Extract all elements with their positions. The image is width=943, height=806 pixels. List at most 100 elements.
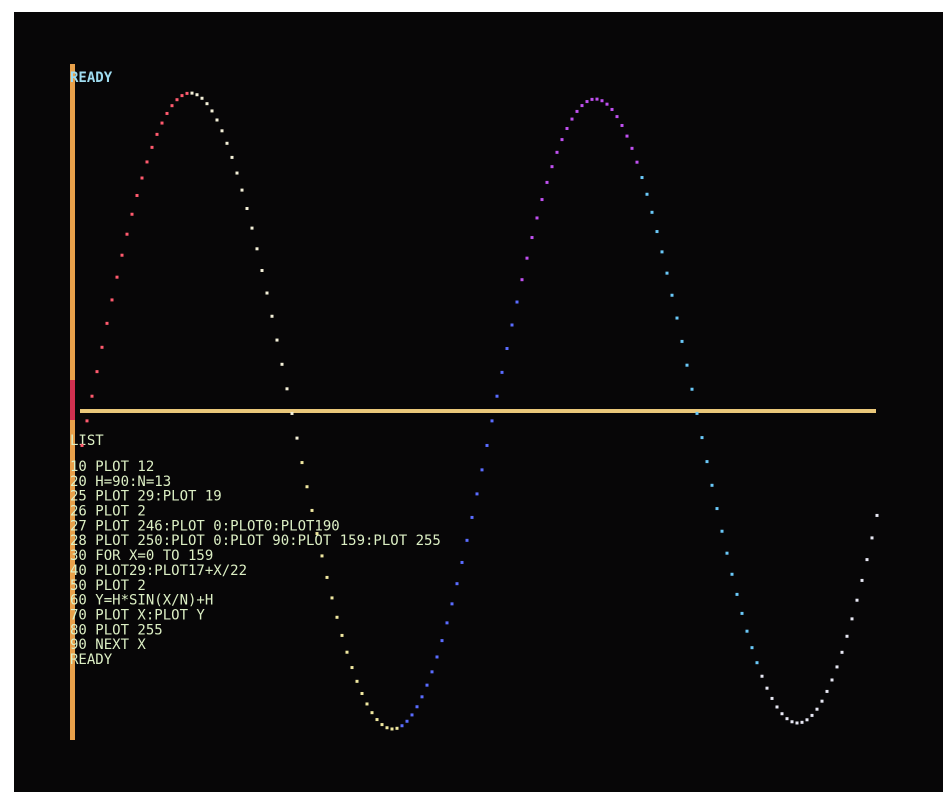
wave-dot (665, 271, 669, 275)
wave-dot (460, 560, 464, 564)
program-line: 30 FOR X=0 TO 159 (70, 548, 213, 564)
wave-dot (785, 717, 789, 721)
wave-dot (125, 232, 129, 236)
wave-dot (735, 592, 739, 596)
wave-dot (150, 145, 154, 149)
wave-dot (850, 617, 854, 621)
program-line: 25 PLOT 29:PLOT 19 (70, 489, 222, 505)
wave-dot (650, 210, 654, 214)
wave-dot (585, 100, 589, 104)
wave-dot (100, 345, 104, 349)
wave-dot (425, 683, 429, 687)
wave-dot (730, 572, 734, 576)
wave-dot (345, 650, 349, 654)
wave-dot (680, 339, 684, 343)
wave-dot (670, 293, 674, 297)
wave-dot (395, 726, 399, 730)
wave-dot (265, 291, 269, 295)
wave-dot (135, 193, 139, 197)
wave-dot (235, 171, 239, 175)
wave-dot (225, 141, 229, 145)
wave-dot (415, 705, 419, 709)
program-line: 27 PLOT 246:PLOT 0:PLOT0:PLOT190 (70, 518, 340, 534)
wave-dot (295, 436, 299, 440)
wave-dot (570, 117, 574, 121)
wave-dot (820, 699, 824, 703)
wave-dot (140, 176, 144, 180)
wave-dot (835, 665, 839, 669)
wave-dot (750, 646, 754, 650)
wave-dot (385, 726, 389, 730)
wave-dot (410, 713, 414, 717)
wave-dot (380, 723, 384, 727)
wave-dot (110, 298, 114, 302)
wave-dot (795, 721, 799, 725)
wave-dot (335, 615, 339, 619)
horizontal-axis (80, 409, 876, 413)
wave-dot (565, 126, 569, 130)
wave-dot (480, 468, 484, 472)
wave-dot (255, 247, 259, 251)
wave-dot (610, 107, 614, 111)
wave-dot (805, 718, 809, 722)
wave-dot (450, 602, 454, 606)
wave-dot (575, 109, 579, 113)
wave-dot (505, 347, 509, 351)
wave-dot (555, 150, 559, 154)
wave-dot (645, 192, 649, 196)
wave-dot (175, 98, 179, 102)
wave-dot (635, 160, 639, 164)
wave-dot (580, 104, 584, 108)
wave-dot (230, 155, 234, 159)
wave-dot (810, 713, 814, 717)
cursor-mark (70, 380, 75, 420)
wave-dot (145, 160, 149, 164)
wave-dot (770, 696, 774, 700)
wave-dot (500, 370, 504, 374)
wave-dot (510, 323, 514, 327)
wave-dot (740, 611, 744, 615)
wave-dot (205, 102, 209, 106)
wave-dot (305, 485, 309, 489)
program-line: 60 Y=H*SIN(X/N)+H (70, 593, 213, 609)
wave-dot (695, 411, 699, 415)
wave-dot (825, 689, 829, 693)
program-line: 26 PLOT 2 (70, 504, 146, 520)
wave-dot (870, 536, 874, 540)
wave-dot (285, 387, 289, 391)
program-line: 70 PLOT X:PLOT Y (70, 607, 205, 623)
wave-dot (220, 129, 224, 133)
wave-dot (105, 321, 109, 325)
wave-dot (535, 216, 539, 220)
wave-dot (475, 492, 479, 496)
wave-dot (240, 188, 244, 192)
wave-dot (765, 686, 769, 690)
wave-dot (195, 93, 199, 97)
wave-dot (625, 134, 629, 138)
wave-dot (800, 720, 804, 724)
wave-dot (760, 674, 764, 678)
program-line: 20 H=90:N=13 (70, 474, 171, 490)
wave-dot (290, 411, 294, 415)
wave-dot (155, 132, 159, 136)
wave-dot (325, 575, 329, 579)
wave-dot (400, 724, 404, 728)
wave-dot (355, 679, 359, 683)
wave-dot (340, 633, 344, 637)
wave-dot (275, 338, 279, 342)
wave-dot (675, 316, 679, 320)
wave-dot (170, 104, 174, 108)
ready-top: READY (70, 70, 113, 86)
wave-dot (440, 639, 444, 643)
wave-dot (310, 508, 314, 512)
wave-dot (115, 275, 119, 279)
wave-dot (160, 121, 164, 125)
wave-dot (540, 198, 544, 202)
wave-dot (90, 394, 94, 398)
wave-dot (525, 256, 529, 260)
wave-dot (545, 180, 549, 184)
wave-dot (710, 483, 714, 487)
wave-dot (875, 513, 879, 517)
